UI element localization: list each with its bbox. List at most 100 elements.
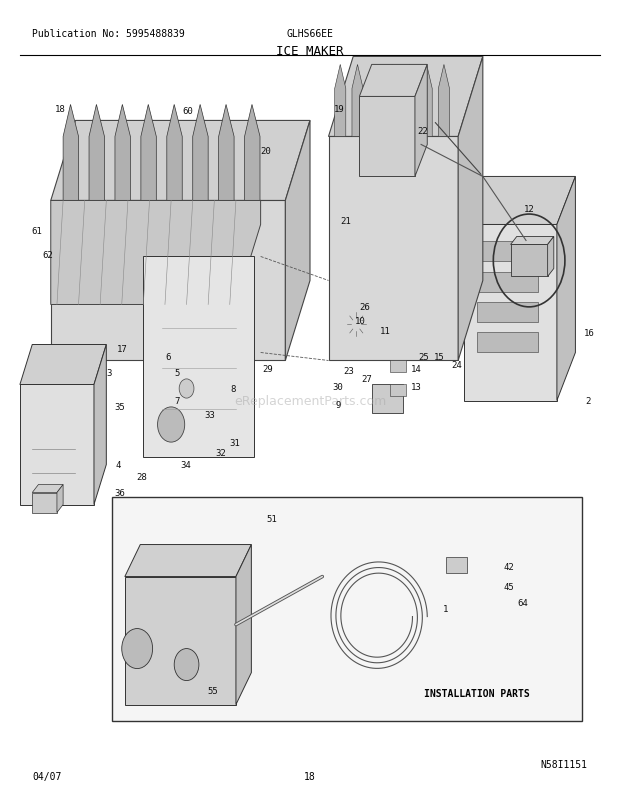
- Text: 33: 33: [205, 411, 215, 420]
- Text: 12: 12: [524, 205, 534, 213]
- Circle shape: [171, 381, 227, 453]
- Polygon shape: [458, 57, 483, 361]
- Text: 18: 18: [55, 105, 65, 114]
- Polygon shape: [438, 65, 450, 137]
- Polygon shape: [360, 65, 427, 97]
- Text: 9: 9: [335, 400, 340, 410]
- Text: 26: 26: [359, 302, 370, 311]
- Polygon shape: [51, 201, 260, 305]
- Text: 6: 6: [166, 353, 171, 362]
- Text: 42: 42: [503, 563, 514, 572]
- Polygon shape: [51, 201, 285, 361]
- Text: 51: 51: [267, 515, 277, 524]
- Text: 13: 13: [411, 382, 422, 391]
- Bar: [477, 333, 538, 353]
- Polygon shape: [511, 245, 547, 277]
- Bar: [446, 557, 467, 573]
- Polygon shape: [141, 105, 156, 201]
- Polygon shape: [125, 545, 251, 577]
- Polygon shape: [32, 485, 63, 493]
- Bar: [390, 361, 405, 373]
- Polygon shape: [51, 121, 310, 201]
- Polygon shape: [329, 57, 483, 137]
- Text: 11: 11: [380, 326, 391, 335]
- Text: 35: 35: [115, 403, 125, 412]
- Text: ICE MAKER: ICE MAKER: [277, 46, 343, 59]
- Text: 4: 4: [116, 460, 122, 469]
- Text: 3: 3: [107, 369, 112, 378]
- Text: 2: 2: [585, 396, 590, 406]
- Text: Publication No: 5995488839: Publication No: 5995488839: [32, 30, 185, 39]
- Text: 30: 30: [332, 382, 343, 391]
- Text: 60: 60: [182, 107, 193, 116]
- Polygon shape: [511, 237, 554, 245]
- Text: 5: 5: [175, 369, 180, 378]
- Polygon shape: [335, 65, 346, 137]
- Polygon shape: [360, 97, 415, 177]
- Text: 22: 22: [417, 127, 428, 136]
- Polygon shape: [404, 65, 415, 137]
- Polygon shape: [557, 177, 575, 401]
- Polygon shape: [236, 545, 251, 705]
- Circle shape: [122, 629, 153, 669]
- Text: 10: 10: [355, 317, 366, 326]
- Polygon shape: [464, 225, 557, 401]
- Text: 36: 36: [115, 488, 125, 497]
- Polygon shape: [547, 237, 554, 277]
- Polygon shape: [20, 385, 94, 505]
- Bar: [143, 257, 254, 457]
- Text: 20: 20: [260, 147, 271, 156]
- Polygon shape: [193, 105, 208, 201]
- Text: 14: 14: [411, 365, 422, 374]
- Bar: [477, 302, 538, 322]
- Text: 55: 55: [207, 686, 218, 695]
- Circle shape: [157, 407, 185, 443]
- Bar: [112, 497, 582, 721]
- Text: 1: 1: [443, 604, 448, 614]
- Circle shape: [184, 397, 215, 437]
- Polygon shape: [352, 65, 363, 137]
- Text: GLHS66EE: GLHS66EE: [286, 30, 334, 39]
- Polygon shape: [244, 105, 260, 201]
- Text: 62: 62: [42, 251, 53, 260]
- Circle shape: [174, 649, 199, 681]
- Polygon shape: [464, 177, 575, 225]
- Polygon shape: [89, 105, 104, 201]
- Text: 45: 45: [503, 582, 514, 591]
- Polygon shape: [386, 65, 397, 137]
- Text: 04/07: 04/07: [32, 771, 61, 780]
- Text: 16: 16: [583, 329, 595, 338]
- Text: 61: 61: [32, 227, 43, 236]
- Text: 18: 18: [304, 771, 316, 780]
- Text: N58I1151: N58I1151: [541, 759, 588, 768]
- Polygon shape: [63, 105, 79, 201]
- Text: INSTALLATION PARTS: INSTALLATION PARTS: [424, 688, 529, 698]
- Text: 34: 34: [180, 460, 191, 469]
- Polygon shape: [285, 121, 310, 361]
- Polygon shape: [20, 345, 106, 385]
- Polygon shape: [167, 105, 182, 201]
- Text: 27: 27: [361, 374, 372, 383]
- Polygon shape: [415, 65, 427, 177]
- Text: 17: 17: [117, 345, 127, 354]
- Polygon shape: [32, 493, 57, 513]
- Circle shape: [179, 379, 194, 399]
- Text: 28: 28: [137, 472, 148, 481]
- Text: 29: 29: [263, 365, 273, 374]
- Polygon shape: [329, 137, 458, 361]
- Polygon shape: [57, 485, 63, 513]
- Polygon shape: [125, 577, 236, 705]
- Polygon shape: [421, 65, 432, 137]
- Text: 15: 15: [434, 353, 445, 362]
- Bar: [477, 242, 538, 262]
- Text: 25: 25: [419, 353, 430, 362]
- Polygon shape: [370, 65, 380, 137]
- Text: 31: 31: [229, 438, 240, 447]
- Text: 19: 19: [334, 105, 345, 114]
- Polygon shape: [115, 105, 130, 201]
- Text: 24: 24: [451, 361, 463, 370]
- Text: 21: 21: [340, 217, 351, 225]
- Polygon shape: [94, 345, 106, 505]
- Bar: [372, 385, 402, 413]
- Bar: [390, 385, 405, 397]
